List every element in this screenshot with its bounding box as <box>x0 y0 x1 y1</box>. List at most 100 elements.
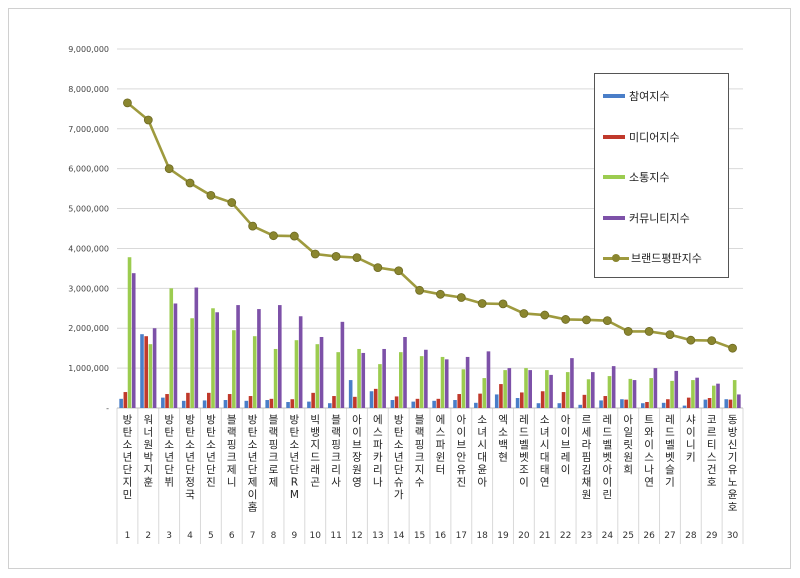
bar-소통지수-25 <box>628 378 633 408</box>
bar-커뮤니티지수-28 <box>695 377 699 408</box>
bar-미디어지수-22 <box>561 392 566 408</box>
legend-item-community: 커뮤니티지수 <box>603 211 690 225</box>
bar-참여지수-22 <box>557 403 562 408</box>
brand-reputation-point-24 <box>602 316 612 326</box>
y-tick-label-4: 4,000,000 <box>68 244 109 253</box>
bar-소통지수-7 <box>252 336 257 408</box>
category-number-25: 25 <box>623 531 634 541</box>
bar-미디어지수-24 <box>603 396 608 408</box>
bar-소통지수-8 <box>273 348 278 408</box>
brand-reputation-point-23 <box>582 315 591 325</box>
category-number-4: 4 <box>187 531 193 541</box>
bar-소통지수-18 <box>482 378 487 408</box>
brand-reputation-point-14 <box>394 266 404 276</box>
brand-reputation-point-18 <box>477 299 487 308</box>
bar-소통지수-10 <box>315 344 320 408</box>
bar-참여지수-10 <box>307 401 311 408</box>
y-tick-label-7: 7,000,000 <box>68 125 109 134</box>
bar-소통지수-21 <box>545 370 549 408</box>
category-number-16: 16 <box>435 531 447 541</box>
brand-reputation-point-2 <box>143 115 153 125</box>
bar-소통지수-6 <box>232 330 236 408</box>
bar-참여지수-2 <box>140 334 144 408</box>
bar-미디어지수-9 <box>290 399 295 408</box>
bar-미디어지수-3 <box>165 394 169 408</box>
bar-미디어지수-28 <box>686 397 691 408</box>
bar-참여지수-7 <box>244 400 249 408</box>
bar-커뮤니티지수-19 <box>507 368 512 408</box>
y-tick-label-6: 6,000,000 <box>68 165 109 174</box>
bar-미디어지수-19 <box>499 384 503 408</box>
legend-item-communication: 소통지수 <box>603 170 669 184</box>
category-number-30: 30 <box>727 531 739 541</box>
bar-미디어지수-1 <box>123 392 128 408</box>
bar-커뮤니티지수-1 <box>131 273 136 408</box>
y-tick-label-1: 1,000,000 <box>68 364 109 373</box>
category-number-22: 22 <box>560 531 571 541</box>
brand-reputation-point-1 <box>123 98 132 108</box>
bar-소통지수-26 <box>649 378 653 408</box>
category-number-12: 12 <box>351 531 362 541</box>
bar-소통지수-3 <box>169 288 174 408</box>
bar-커뮤니티지수-7 <box>257 309 261 408</box>
brand-reputation-point-27 <box>665 330 675 340</box>
y-tick-label-0: - <box>106 404 109 413</box>
brand-reputation-point-30 <box>728 343 737 353</box>
bar-참여지수-1 <box>119 398 123 408</box>
bar-참여지수-6 <box>223 400 228 408</box>
bar-미디어지수-5 <box>207 392 211 408</box>
category-number-2: 2 <box>145 531 151 541</box>
bar-참여지수-3 <box>161 397 165 408</box>
category-number-5: 5 <box>208 531 214 541</box>
bar-참여지수-12 <box>348 380 353 408</box>
bar-참여지수-21 <box>536 403 541 408</box>
legend-swatch-community <box>603 216 625 220</box>
bar-참여지수-8 <box>265 400 269 408</box>
legend-swatch-communication <box>603 175 625 179</box>
legend-swatch-participation <box>603 94 625 98</box>
category-number-17: 17 <box>456 531 467 541</box>
bar-미디어지수-18 <box>478 393 482 408</box>
brand-reputation-point-5 <box>206 190 216 200</box>
category-number-7: 7 <box>250 531 256 541</box>
bar-참여지수-16 <box>432 400 436 408</box>
bar-커뮤니티지수-29 <box>716 383 720 408</box>
bar-참여지수-19 <box>494 394 499 408</box>
bar-소통지수-11 <box>336 352 340 408</box>
y-tick-label-8: 8,000,000 <box>68 85 109 94</box>
legend-line-brand-reputation <box>603 253 629 262</box>
bar-소통지수-2 <box>148 344 153 408</box>
bar-참여지수-28 <box>682 405 687 408</box>
bar-참여지수-11 <box>328 403 332 408</box>
bar-참여지수-9 <box>286 402 290 408</box>
brand-reputation-point-10 <box>310 249 320 259</box>
y-tick-label-5: 5,000,000 <box>68 205 109 214</box>
bar-커뮤니티지수-5 <box>215 312 219 408</box>
category-number-11: 11 <box>330 531 341 541</box>
bar-커뮤니티지수-17 <box>465 356 470 408</box>
bar-커뮤니티지수-15 <box>424 349 428 408</box>
legend-label-brand-reputation: 브랜드평판지수 <box>631 252 702 265</box>
category-number-18: 18 <box>476 531 488 541</box>
brand-reputation-point-22 <box>561 315 571 324</box>
category-number-8: 8 <box>271 531 277 541</box>
brand-reputation-point-29 <box>707 336 717 345</box>
bar-소통지수-9 <box>294 340 299 408</box>
brand-reputation-point-9 <box>289 231 299 241</box>
bar-커뮤니티지수-9 <box>298 316 303 408</box>
bar-미디어지수-10 <box>311 392 315 408</box>
legend-item-participation: 참여지수 <box>603 89 669 103</box>
